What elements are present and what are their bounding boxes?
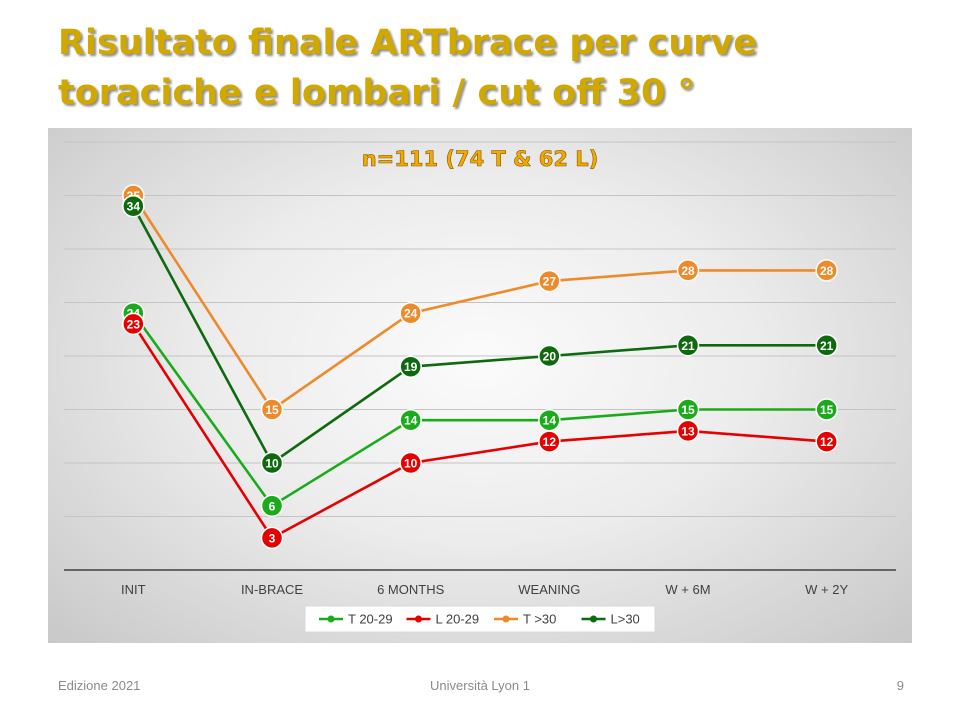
data-label: 21 (681, 339, 695, 353)
data-label: 10 (404, 457, 418, 471)
data-point (399, 355, 422, 378)
x-axis: INIT IN-BRACE 6 MONTHS WEANING W + 6M W + 2Y (64, 569, 896, 597)
data-label: 14 (543, 414, 557, 428)
footer-edition: Edizione 2021 (58, 678, 141, 693)
data-label: 10 (265, 457, 279, 471)
chart-title: n=111 (74 T & 62 L) (362, 147, 599, 171)
data-label: 20 (543, 350, 557, 364)
data-label: 12 (543, 435, 557, 449)
line-chart: n=111 (74 T & 62 L) 24 6 14 14 15 15 23 3 10 12 13… (64, 141, 896, 633)
data-point (260, 526, 284, 550)
legend: T 20-29 L 20-29 T >30 L>30 (304, 605, 656, 633)
series-line (132, 323, 827, 540)
legend-label: L 20-29 (436, 612, 480, 627)
data-label: 15 (265, 403, 279, 417)
data-point (538, 269, 561, 293)
legend-swatch-marker (327, 615, 335, 623)
x-tick-label: IN-BRACE (241, 582, 303, 597)
data-point (538, 344, 561, 368)
legend-label: L>30 (611, 612, 640, 627)
data-label: 3 (269, 531, 276, 545)
legend-swatch-marker (415, 615, 422, 623)
legend-label: T 20-29 (348, 612, 393, 627)
series-group: 2461414151523310121312351524272828341019… (122, 184, 838, 550)
data-point (399, 301, 422, 325)
data-label: 23 (127, 317, 141, 331)
legend-item: T >30 (494, 612, 556, 627)
data-label: 24 (404, 307, 418, 321)
data-point (260, 398, 284, 421)
x-tick-label: W + 6M (665, 582, 710, 597)
data-point (122, 194, 145, 218)
data-label: 15 (681, 403, 695, 417)
data-label: 14 (404, 414, 418, 428)
series-line (132, 312, 827, 508)
data-point (676, 419, 700, 443)
data-label: 34 (127, 200, 141, 214)
series-line (132, 205, 827, 465)
data-point (260, 451, 284, 475)
data-point (815, 398, 838, 421)
data-label: 19 (404, 360, 418, 374)
legend-item: L 20-29 (406, 612, 480, 627)
data-point (815, 430, 838, 453)
data-point (676, 334, 700, 357)
series-4: 34 10 19 20 21 21 (122, 194, 838, 475)
series-2: 23 3 10 12 13 12 (122, 312, 838, 550)
legend-swatch-marker (502, 615, 510, 623)
x-tick-label: WEANING (518, 582, 580, 597)
data-label: 27 (543, 275, 557, 289)
legend-label: T >30 (523, 612, 556, 627)
chart-panel: n=111 (74 T & 62 L) 24 6 14 14 15 15 23 3 10 12 13… (48, 128, 912, 643)
data-point (260, 494, 284, 518)
data-point (399, 408, 422, 432)
data-point (676, 259, 700, 282)
slide-title: Risultato finale ARTbrace per curve tora… (58, 23, 758, 113)
footer-page-number: 9 (896, 678, 904, 693)
legend-swatch-marker (590, 615, 597, 623)
data-point (815, 259, 838, 282)
data-point (399, 451, 422, 475)
data-point (122, 312, 145, 336)
gridlines (64, 141, 896, 517)
data-point (815, 334, 838, 357)
x-tick-label: INIT (121, 582, 146, 597)
x-tick-label: 6 MONTHS (377, 582, 445, 597)
data-label: 6 (269, 499, 276, 513)
legend-item: T 20-29 (319, 612, 393, 627)
x-tick-label: W + 2Y (805, 582, 848, 597)
data-label: 15 (820, 403, 834, 417)
legend-item: L>30 (581, 612, 640, 627)
data-label: 13 (681, 424, 695, 438)
data-label: 12 (820, 435, 834, 449)
data-label: 28 (820, 264, 834, 278)
data-point (538, 430, 561, 453)
series-line (132, 194, 827, 412)
footer-university: Università Lyon 1 (430, 678, 530, 693)
data-label: 21 (820, 339, 834, 353)
data-label: 28 (681, 264, 695, 278)
